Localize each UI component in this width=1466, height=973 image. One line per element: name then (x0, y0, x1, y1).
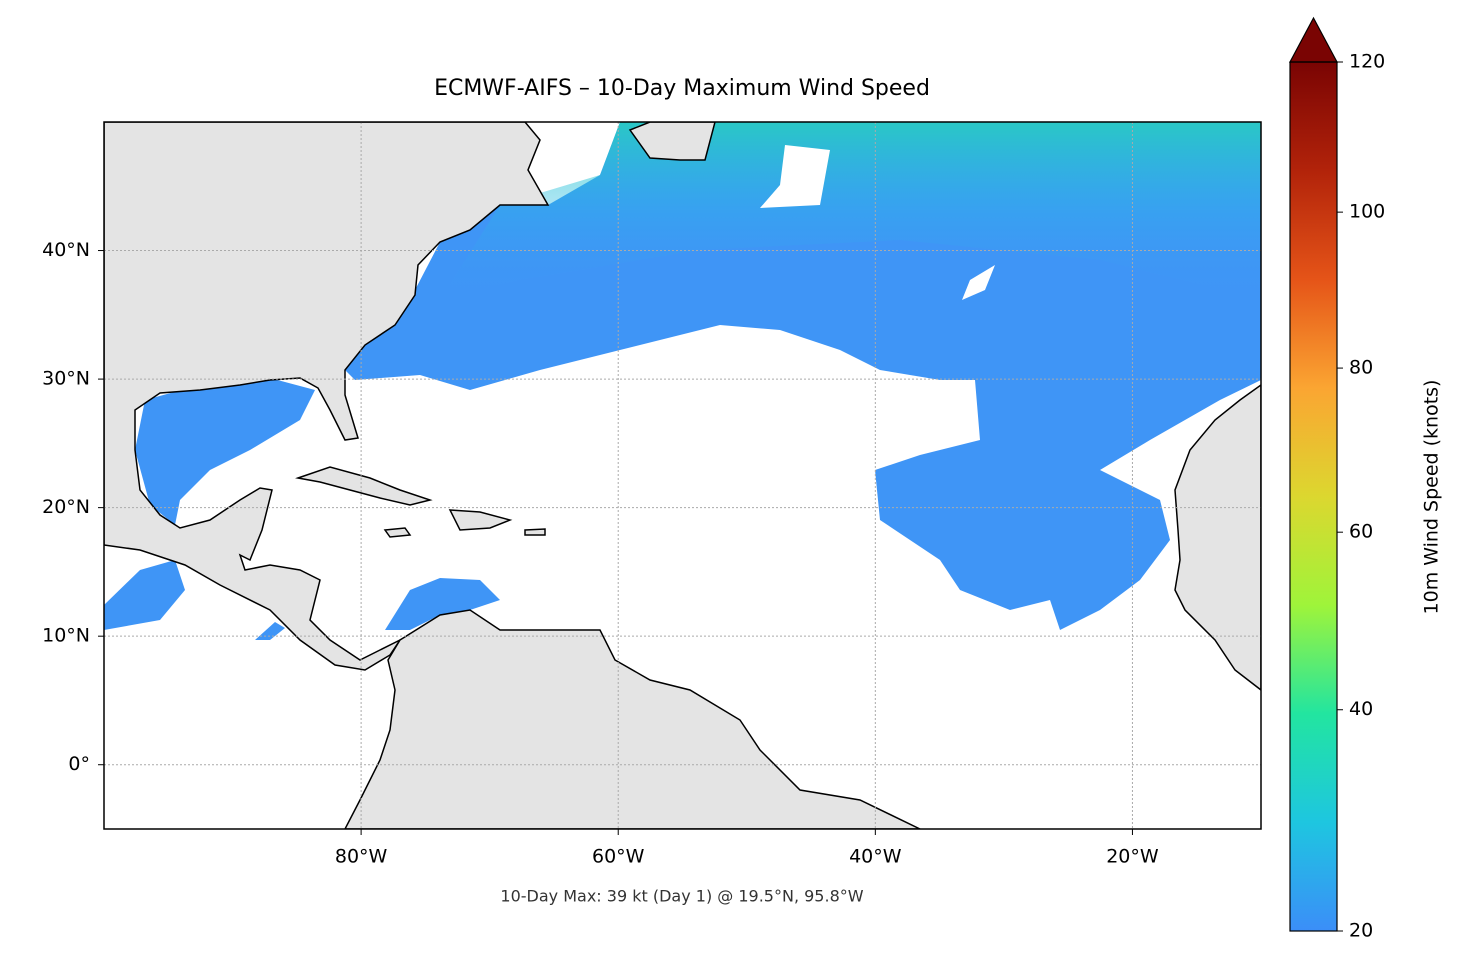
y-tick-label: 0° (68, 753, 90, 775)
colorbar-label: 10m Wind Speed (knots) (1421, 380, 1443, 615)
wind-gap (760, 145, 830, 208)
wind-field (104, 122, 1261, 640)
wind-region (385, 578, 500, 630)
grid (104, 122, 1261, 829)
colorbar-tick-label: 100 (1349, 201, 1385, 223)
cuba (295, 466, 433, 506)
south-america (344, 609, 921, 829)
colorbar-fill (1290, 62, 1337, 931)
x-tick-label: 20°W (1106, 846, 1159, 868)
x-tick-label: 60°W (592, 846, 645, 868)
hispaniola (448, 509, 513, 531)
map-area (104, 122, 1261, 829)
x-tick-label: 80°W (335, 846, 388, 868)
wind-streak (440, 122, 1261, 300)
y-tick-label: 30°N (42, 368, 90, 390)
axes: 80°W 60°W 40°W 20°W 0° 10°N 20°N 30°N 40°N (42, 239, 1159, 867)
y-tick-label: 10°N (42, 625, 90, 647)
y-tick-label: 20°N (42, 496, 90, 518)
colorbar-frame (1289, 61, 1338, 932)
puerto-rico (524, 528, 546, 536)
wind-region (135, 378, 315, 525)
newfoundland (628, 122, 716, 161)
colorbar-tick-label: 80 (1349, 357, 1373, 379)
north-america (104, 122, 550, 671)
wind-region (255, 622, 285, 640)
wind-region (104, 560, 185, 630)
colorbar: 20 40 60 80 100 120 (1288, 16, 1385, 942)
y-tick-label: 40°N (42, 239, 90, 261)
colorbar-tick-label: 40 (1349, 698, 1373, 720)
x-tick-label: 40°W (849, 846, 902, 868)
jamaica (383, 527, 412, 538)
colorbar-tick-label: 20 (1349, 920, 1373, 942)
africa (1174, 384, 1261, 691)
map-frame (103, 121, 1262, 830)
land (104, 122, 1261, 829)
colorbar-extend (1288, 16, 1339, 63)
footnote: 10-Day Max: 39 kt (Day 1) @ 19.5°N, 95.8… (500, 887, 863, 906)
colorbar-tick-label: 60 (1349, 521, 1373, 543)
colorbar-tick-label: 120 (1349, 51, 1385, 73)
wind-gap (962, 265, 995, 300)
title: ECMWF-AIFS – 10-Day Maximum Wind Speed (434, 76, 930, 101)
